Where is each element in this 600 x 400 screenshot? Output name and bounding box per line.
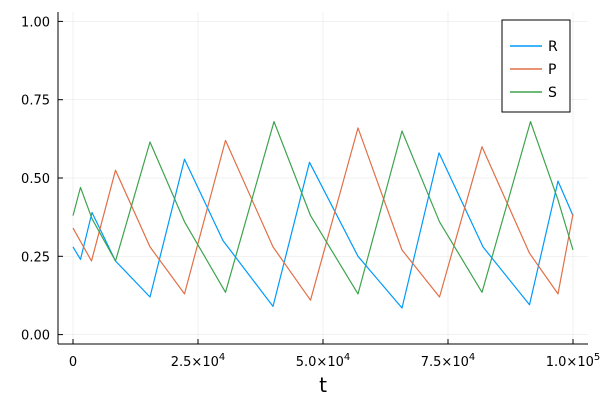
legend-label-s: S bbox=[548, 85, 557, 101]
legend-items: RPS bbox=[510, 39, 558, 101]
series-line-s bbox=[72, 121, 574, 295]
series-line-p bbox=[72, 127, 574, 301]
legend-label-r: R bbox=[548, 39, 558, 55]
series-line-r bbox=[72, 152, 574, 309]
x-tick-exponent: 5 bbox=[594, 352, 600, 363]
y-tick-label: 0.25 bbox=[21, 250, 50, 265]
y-axis-ticks: 0.00 0.25 0.50 0.75 1.00 bbox=[21, 15, 63, 344]
y-tick-label: 0.50 bbox=[21, 172, 50, 187]
x-axis-title: t bbox=[319, 373, 327, 397]
x-tick-label: 5.0×104 bbox=[296, 352, 350, 370]
x-tick-exponent: 4 bbox=[469, 352, 475, 363]
legend-box bbox=[501, 19, 571, 113]
y-tick-label: 0.00 bbox=[21, 329, 50, 344]
x-tick-label: 7.5×104 bbox=[421, 352, 475, 370]
y-tick-label: 0.75 bbox=[21, 94, 50, 109]
grid bbox=[58, 12, 588, 344]
x-tick-exponent: 4 bbox=[219, 352, 225, 363]
y-tick-label: 1.00 bbox=[21, 15, 50, 30]
x-tick-label: 2.5×104 bbox=[171, 352, 225, 370]
x-axis-ticks: 0 2.5×104 5.0×104 7.5×104 1.0×105 bbox=[69, 339, 600, 370]
legend-label-p: P bbox=[548, 62, 556, 78]
x-tick-label: 0 bbox=[69, 355, 77, 370]
x-tick-label: 1.0×105 bbox=[546, 352, 600, 370]
x-tick-exponent: 4 bbox=[344, 352, 350, 363]
series-lines bbox=[72, 121, 574, 309]
legend: RPS bbox=[501, 19, 571, 113]
